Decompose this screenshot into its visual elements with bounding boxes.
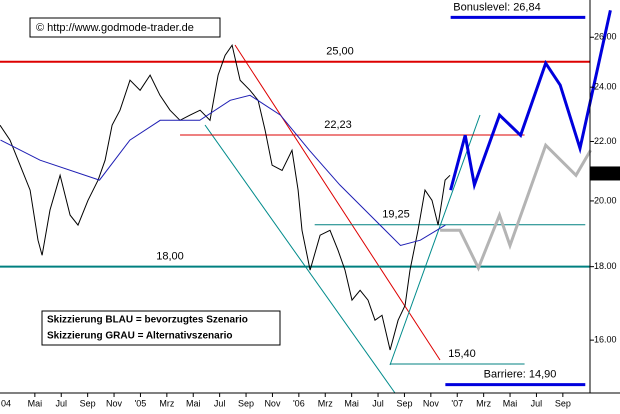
level-label: Bonuslevel: 26,84 (453, 1, 540, 13)
price-line (0, 94, 446, 247)
x-tick-label: Nov (106, 398, 123, 408)
x-tick-label: Mai (344, 398, 359, 408)
level-label: Barriere: 14,90 (484, 368, 557, 380)
x-tick-label: Mai (186, 398, 201, 408)
x-tick-label: '07 (451, 398, 463, 408)
x-tick-label: '06 (293, 398, 305, 408)
y-tick-label: 16.00 (594, 335, 617, 345)
x-tick-label: Mrz (476, 398, 491, 408)
level-label: 15,40 (448, 348, 476, 360)
last-price-label: 20.90 (592, 168, 615, 178)
y-tick-label: 24.00 (594, 82, 617, 92)
note: Skizzierung BLAU = bevorzugtes Szenario (47, 315, 248, 326)
plot-area (0, 9, 612, 387)
trend-line (234, 44, 441, 361)
x-tick-label: Sep (238, 398, 254, 408)
x-tick-label: Jul (531, 398, 543, 408)
y-tick-label: 18.00 (594, 261, 617, 271)
price-line (440, 142, 592, 272)
x-tick-label: Jul (214, 398, 226, 408)
trend-line (389, 114, 481, 366)
price-line (449, 9, 612, 191)
note: Skizzierung GRAU = Alternativszenario (47, 331, 233, 342)
y-tick-label: 20.00 (594, 195, 617, 205)
x-tick-label: Nov (264, 398, 281, 408)
price-line (0, 43, 451, 351)
x-tick-label: Mrz (318, 398, 333, 408)
last-price-box (590, 166, 620, 181)
level-label: 22,23 (324, 119, 352, 131)
x-tick-label: Nov (423, 398, 440, 408)
x-tick-label: Mai (28, 398, 43, 408)
level-label: 19,25 (382, 209, 410, 221)
x-tick-label: Jul (372, 398, 384, 408)
x-tick-label: 04 (1, 398, 11, 408)
trend-line (204, 124, 396, 394)
x-tick-label: Mai (503, 398, 518, 408)
y-tick-label: 22.00 (594, 136, 617, 146)
level-label: 25,00 (326, 46, 354, 58)
x-tick-label: Jul (55, 398, 67, 408)
notes-box (41, 310, 281, 346)
x-tick-label: Sep (555, 398, 571, 408)
x-tick-label: '05 (135, 398, 147, 408)
level-label: 18,00 (156, 251, 184, 263)
x-tick-label: Sep (80, 398, 96, 408)
source-box (29, 17, 221, 38)
source: © http://www.godmode-trader.de (36, 22, 194, 34)
x-tick-label: Sep (396, 398, 412, 408)
y-tick-label: 26.00 (594, 32, 617, 42)
x-tick-label: Mrz (159, 398, 174, 408)
